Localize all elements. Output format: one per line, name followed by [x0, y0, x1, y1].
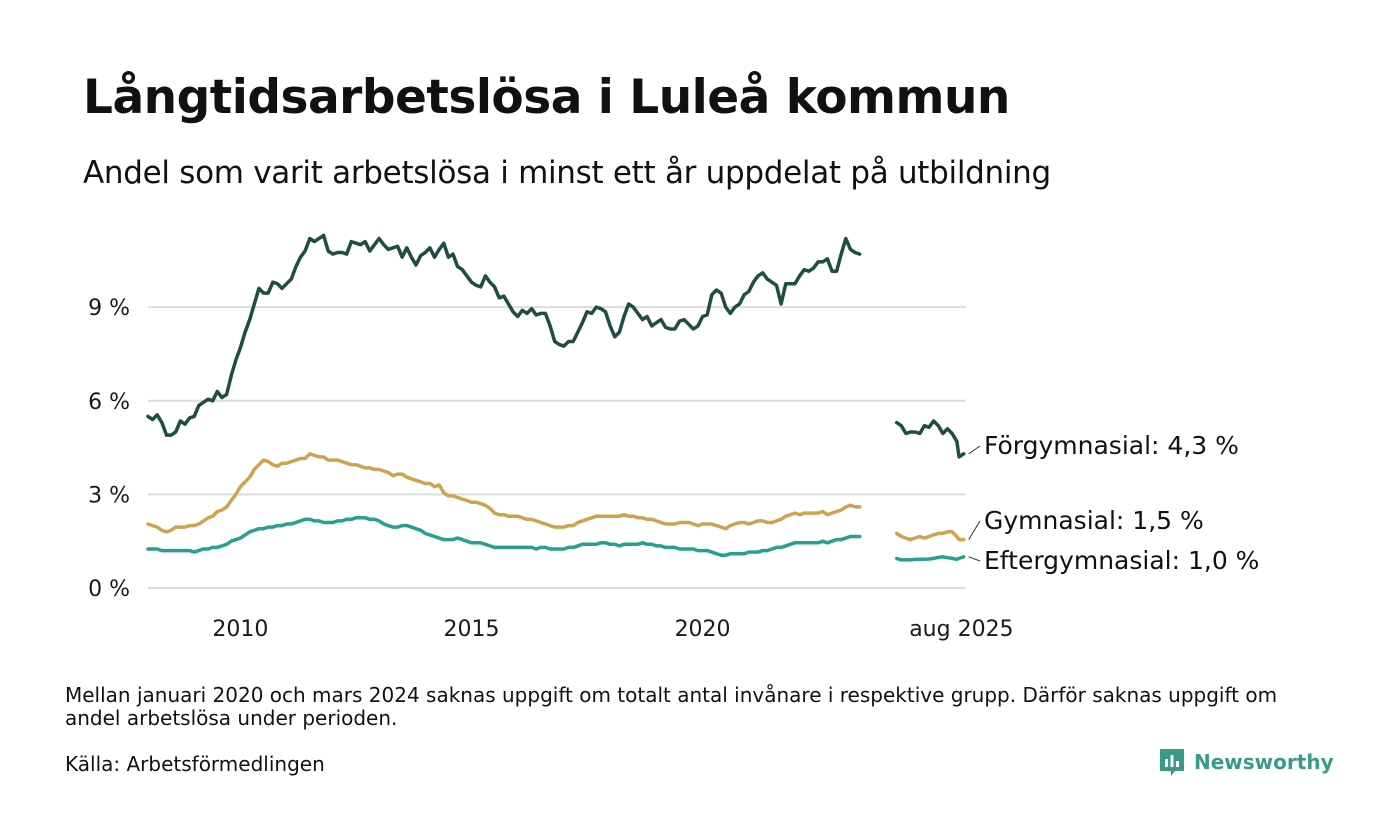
chart-subtitle: Andel som varit arbetslösa i minst ett å…	[83, 155, 1051, 191]
source-text: Källa: Arbetsförmedlingen	[65, 752, 325, 776]
series-end-label: Eftergymnasial: 1,0 %	[984, 546, 1259, 575]
x-axis-ticks: 2010 2015 2020 aug 2025	[212, 617, 1013, 642]
y-tick-label: 0 %	[88, 577, 130, 602]
line-chart: 0 % 3 % 6 % 9 % 2010 2015 2020 aug 2025 Förgym…	[88, 233, 1259, 642]
y-tick-label: 6 %	[88, 390, 130, 415]
x-tick-label: 2010	[212, 617, 268, 642]
y-tick-label: 3 %	[88, 483, 130, 508]
x-tick-label: 2015	[444, 617, 500, 642]
y-tick-label: 9 %	[88, 296, 130, 321]
y-axis-ticks: 0 % 3 % 6 % 9 %	[88, 296, 130, 602]
series-end-labels: Förgymnasial: 4,3 % Gymnasial: 1,5 % Efter…	[968, 431, 1259, 575]
series-line-gymnasial	[146, 452, 966, 542]
series-lines	[146, 233, 966, 562]
brand-name: Newsworthy	[1194, 750, 1334, 774]
label-leader-line	[968, 556, 981, 562]
series-line-eftergymnasial	[146, 516, 966, 562]
label-leader-line	[968, 445, 981, 455]
chart-title: Långtidsarbetslösa i Luleå kommun	[83, 70, 1010, 125]
grid-lines	[148, 306, 966, 589]
x-tick-label: 2020	[675, 617, 731, 642]
series-end-label: Gymnasial: 1,5 %	[984, 506, 1204, 535]
x-tick-label: aug 2025	[909, 617, 1013, 642]
series-line-förgymnasial	[146, 233, 966, 459]
footnote: Mellan januari 2020 och mars 2024 saknas…	[65, 683, 1278, 730]
label-leader-line	[968, 520, 981, 540]
brand-logo: Newsworthy	[1158, 747, 1334, 777]
series-end-label: Förgymnasial: 4,3 %	[984, 431, 1239, 460]
newsworthy-logo-icon	[1160, 749, 1184, 776]
